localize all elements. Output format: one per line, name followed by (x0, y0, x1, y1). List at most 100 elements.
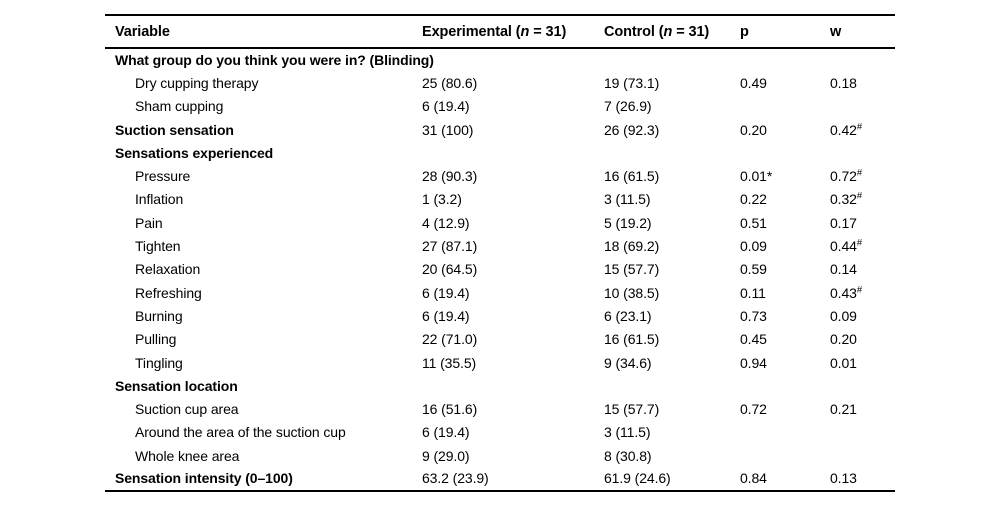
table-row: Sensations experienced (105, 141, 895, 164)
row-label: Inflation (135, 191, 184, 208)
w-value: 0.17 (830, 214, 857, 231)
experimental-value: 11 (35.5) (422, 354, 477, 371)
column-header-control: Control (n = 31) (604, 14, 740, 49)
control-value: 6 (23.1) (604, 307, 652, 324)
control-value (604, 141, 740, 164)
row-label: Relaxation (135, 261, 201, 278)
p-value (740, 421, 830, 444)
row-label: What group do you think you were in? (Bl… (115, 52, 434, 69)
control-value: 61.9 (24.6) (604, 467, 740, 492)
experimental-value (422, 141, 604, 164)
control-value: 3 (11.5) (604, 191, 651, 208)
p-value: 0.49 (740, 74, 767, 91)
w-value: 0.32# (830, 190, 863, 208)
experimental-value: 6 (19.4) (422, 424, 470, 441)
p-value: 0.20 (740, 121, 767, 138)
table-row: Burning 6 (19.4) 6 (23.1) 0.73 0.09 (105, 304, 895, 327)
table-row: Relaxation 20 (64.5) 15 (57.7) 0.59 0.14 (105, 258, 895, 281)
table-row: Around the area of the suction cup 6 (19.… (105, 421, 895, 444)
experimental-value: 4 (12.9) (422, 214, 470, 231)
experimental-value: 6 (19.4) (422, 98, 470, 115)
w-value (830, 48, 895, 71)
row-label: Pulling (135, 331, 177, 348)
p-value: 0.94 (740, 354, 767, 371)
w-value (830, 141, 895, 164)
experimental-value: 63.2 (23.9) (422, 467, 604, 492)
table-row: Suction cup area 16 (51.6) 15 (57.7) 0.72 0.… (105, 397, 895, 420)
row-label: Whole knee area (135, 447, 240, 464)
control-value: 26 (92.3) (604, 121, 660, 138)
w-value: 0.09 (830, 307, 857, 324)
p-value: 0.72 (740, 401, 767, 418)
w-value: 0.01 (830, 354, 857, 371)
table-row: Pressure 28 (90.3) 16 (61.5) 0.01* 0.72# (105, 164, 895, 187)
experimental-value (422, 48, 604, 71)
column-header-experimental: Experimental (n = 31) (422, 14, 604, 49)
experimental-value: 6 (19.4) (422, 284, 470, 301)
control-value (604, 48, 740, 71)
p-value: 0.11 (740, 284, 766, 301)
hash-superscript: # (856, 190, 863, 202)
table-row: Inflation 1 (3.2) 3 (11.5) 0.22 0.32# (105, 188, 895, 211)
w-value: 0.43# (830, 283, 863, 301)
p-value: 0.73 (740, 307, 767, 324)
p-value (740, 444, 830, 467)
row-label: Suction sensation (115, 121, 234, 138)
control-value: 15 (57.7) (604, 261, 660, 278)
table-row: Sensation intensity (0–100) 63.2 (23.9) 61… (105, 467, 895, 492)
hash-superscript: # (856, 237, 863, 249)
experimental-value: 16 (51.6) (422, 401, 478, 418)
experimental-value: 28 (90.3) (422, 168, 478, 185)
control-value: 15 (57.7) (604, 401, 660, 418)
control-value: 19 (73.1) (604, 74, 660, 91)
p-value: 0.22 (740, 191, 767, 208)
row-label: Sham cupping (135, 98, 224, 115)
table-row: What group do you think you were in? (Bl… (105, 48, 895, 71)
p-value: 0.45 (740, 331, 767, 348)
w-value (830, 374, 895, 397)
experimental-value: 6 (19.4) (422, 307, 470, 324)
control-value: 16 (61.5) (604, 331, 660, 348)
w-value: 0.44# (830, 237, 863, 255)
row-label: Tighten (135, 238, 181, 255)
table-row: Refreshing 6 (19.4) 10 (38.5) 0.11 0.43# (105, 281, 895, 304)
p-value: 0.59 (740, 261, 767, 278)
p-value: 0.01* (740, 168, 773, 185)
row-label: Sensation location (115, 377, 238, 394)
italic-n: n (520, 23, 530, 40)
control-value: 16 (61.5) (604, 168, 660, 185)
control-value: 9 (34.6) (604, 354, 652, 371)
experimental-value: 20 (64.5) (422, 261, 478, 278)
p-value (740, 95, 830, 118)
row-label: Sensations experienced (115, 144, 274, 161)
table-row: Whole knee area 9 (29.0) 8 (30.8) (105, 444, 895, 467)
experimental-value: 25 (80.6) (422, 74, 478, 91)
hash-superscript: # (856, 283, 863, 295)
table-row: Suction sensation 31 (100) 26 (92.3) 0.20 0.… (105, 118, 895, 141)
row-label: Suction cup area (135, 401, 239, 418)
w-value (830, 444, 895, 467)
table-header: Variable Experimental (n = 31) Control (n … (105, 14, 895, 49)
italic-n: n (663, 23, 673, 40)
experimental-value: 1 (3.2) (422, 191, 462, 208)
w-value (830, 421, 895, 444)
p-value: 0.84 (740, 467, 830, 492)
row-label: Pressure (135, 168, 191, 185)
experimental-value: 27 (87.1) (422, 238, 478, 255)
p-value: 0.09 (740, 238, 767, 255)
w-value: 0.14 (830, 261, 857, 278)
table-row: Sham cupping 6 (19.4) 7 (26.9) (105, 95, 895, 118)
p-value (740, 374, 830, 397)
column-header-w: w (830, 14, 895, 49)
p-value (740, 48, 830, 71)
p-value (740, 141, 830, 164)
table-row: Sensation location (105, 374, 895, 397)
row-label: Tingling (135, 354, 183, 371)
row-label: Pain (135, 214, 163, 231)
table-row: Pulling 22 (71.0) 16 (61.5) 0.45 0.20 (105, 328, 895, 351)
experimental-value: 9 (29.0) (422, 447, 470, 464)
control-value: 10 (38.5) (604, 284, 660, 301)
results-table: Variable Experimental (n = 31) Control (n … (105, 14, 895, 492)
w-value: 0.18 (830, 74, 857, 91)
control-value: 5 (19.2) (604, 214, 652, 231)
